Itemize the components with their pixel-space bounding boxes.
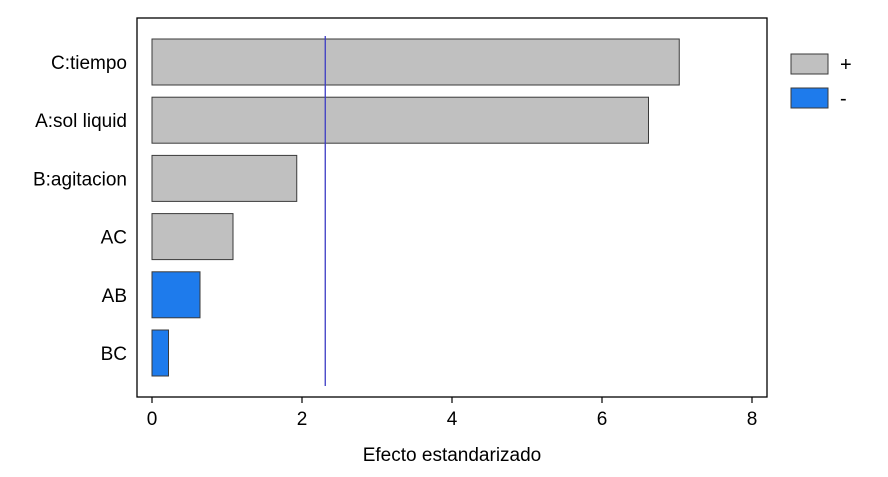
x-tick-label: 6	[597, 409, 608, 430]
legend-label: -	[840, 88, 847, 110]
legend: +-	[790, 53, 852, 110]
category-label: C:tiempo	[51, 53, 127, 74]
x-tick-label: 0	[147, 409, 158, 430]
x-tick-label: 8	[747, 409, 758, 430]
bar-ac	[151, 213, 234, 261]
legend-swatch	[790, 87, 829, 109]
x-ticks: 0 2 4 6 8	[147, 397, 758, 430]
bar-b-agitacion	[151, 154, 298, 202]
bar-ab	[151, 271, 201, 319]
bar-c-tiempo	[151, 38, 680, 86]
x-tick-label: 4	[447, 409, 458, 430]
x-tick-label: 2	[297, 409, 308, 430]
legend-swatch	[790, 53, 829, 75]
bar-bc	[151, 329, 169, 377]
x-axis-label: Efecto estandarizado	[363, 445, 542, 466]
category-label: BC	[101, 344, 127, 365]
category-labels: C:tiempo A:sol liquid B:agitacion AC AB BC	[33, 53, 127, 365]
category-label: AB	[102, 286, 127, 307]
category-label: AC	[101, 228, 127, 249]
legend-label: +	[840, 54, 852, 76]
category-label: B:agitacion	[33, 169, 127, 190]
bar-a-sol-liquid	[151, 96, 649, 144]
bars-group	[151, 38, 680, 377]
category-label: A:sol liquid	[35, 111, 127, 132]
